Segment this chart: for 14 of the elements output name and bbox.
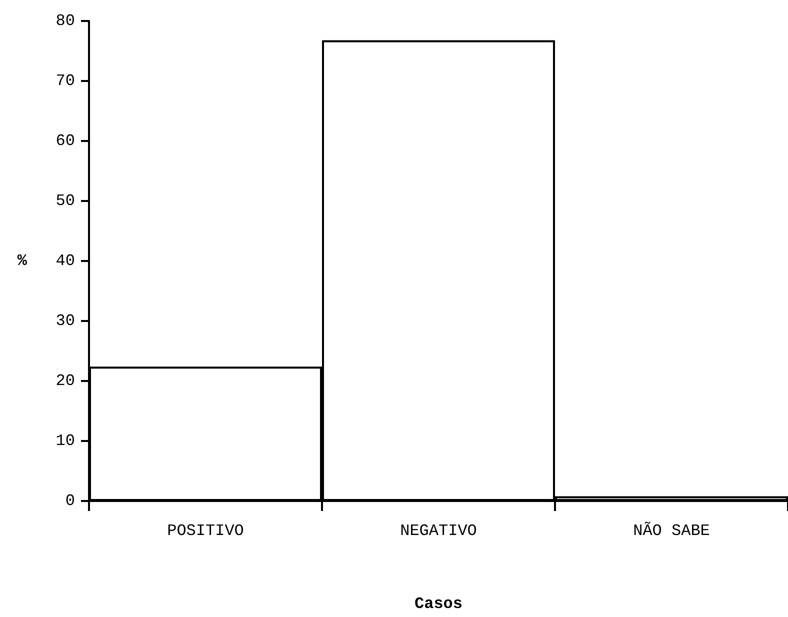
y-tick-label: 10 — [56, 432, 75, 450]
x-axis-title: Casos — [414, 595, 463, 613]
y-tick-label: 50 — [56, 192, 75, 210]
y-tick-label: 70 — [56, 72, 75, 90]
x-tick-label: NEGATIVO — [400, 522, 477, 540]
y-tick-label: 30 — [56, 312, 75, 330]
y-tick-label: 80 — [56, 12, 75, 30]
x-tick-label: POSITIVO — [167, 522, 244, 540]
y-tick-label: 0 — [65, 492, 75, 510]
y-tick-label: 20 — [56, 372, 75, 390]
y-axis-title: % — [17, 252, 28, 270]
y-tick-label: 40 — [56, 252, 75, 270]
y-tick-label: 60 — [56, 132, 75, 150]
x-tick-label: NÃO SABE — [633, 521, 710, 540]
